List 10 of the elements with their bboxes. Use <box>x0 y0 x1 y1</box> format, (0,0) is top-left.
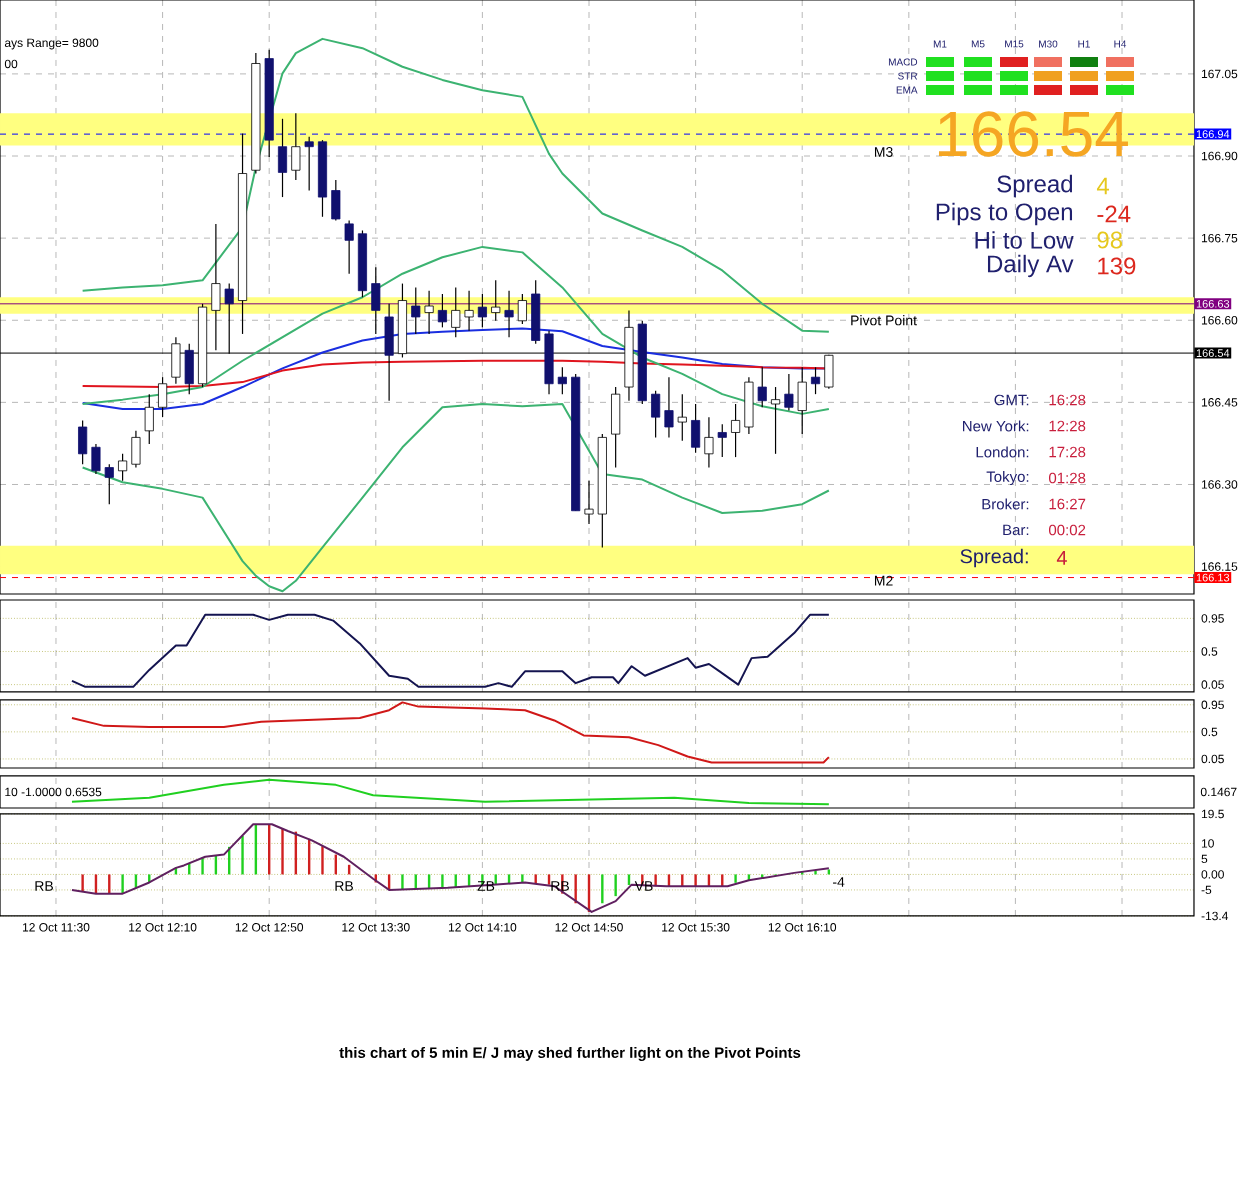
annotation: Pips to Open <box>936 202 1073 226</box>
annotation: 4 <box>1056 551 1067 565</box>
annotation: 98 <box>1097 231 1123 249</box>
annotation: 4 <box>1096 177 1110 195</box>
annotation: Daily Av <box>987 254 1074 278</box>
annotation: Hi to Low <box>975 231 1074 249</box>
annotation: Spread <box>997 174 1073 198</box>
annotation: -24 <box>1097 205 1131 223</box>
annotation: 139 <box>1098 257 1136 275</box>
annotation: Spread: <box>960 548 1028 568</box>
